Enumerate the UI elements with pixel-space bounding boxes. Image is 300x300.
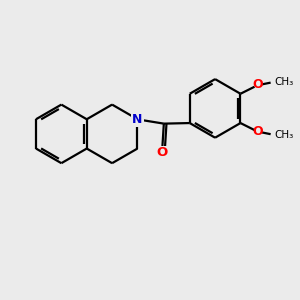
Text: CH₃: CH₃ — [274, 130, 293, 140]
Text: O: O — [157, 146, 168, 159]
Text: N: N — [132, 113, 143, 126]
Text: O: O — [253, 125, 263, 138]
Text: O: O — [253, 79, 263, 92]
Text: CH₃: CH₃ — [274, 77, 293, 87]
